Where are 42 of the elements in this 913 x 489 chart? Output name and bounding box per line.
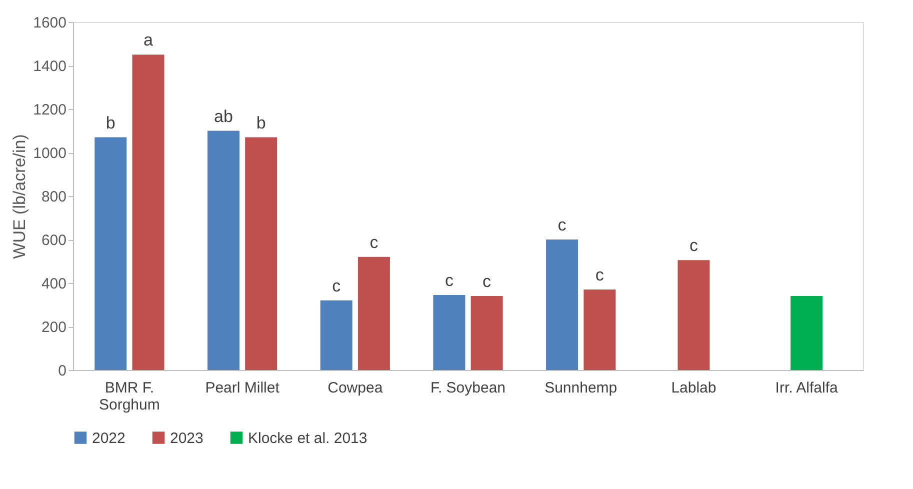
data-label: c (444, 270, 454, 290)
data-label: b (256, 113, 266, 132)
y-tick-label: 400 (41, 276, 66, 292)
legend-label: 2022 (92, 430, 126, 447)
x-tick-label: BMR F. Sorghum (98, 380, 160, 414)
data-label: c (558, 216, 567, 234)
data-label: c (595, 266, 604, 285)
data-label: b (106, 113, 116, 132)
bar (245, 137, 278, 370)
data-label: c (332, 276, 342, 296)
bar (790, 296, 823, 370)
bar (132, 54, 164, 370)
data-label: a (144, 30, 154, 50)
x-tick-label: F. Soybean (430, 380, 506, 396)
y-tick-label: 1200 (33, 102, 66, 118)
y-tick-label: 600 (41, 232, 66, 249)
legend-label: Klocke et al. 2013 (248, 430, 368, 447)
bar (470, 296, 503, 370)
y-tick-label: 1600 (33, 14, 66, 32)
y-tick-label: 1000 (33, 145, 66, 162)
bar (320, 300, 352, 370)
data-label: c (482, 272, 492, 292)
x-tick-label: Pearl Millet (205, 380, 280, 396)
bar (207, 130, 240, 370)
y-axis-title: WUE (lb/acre/in) (10, 134, 30, 259)
bar (584, 290, 616, 370)
y-tick-label: 0 (58, 362, 66, 380)
bar (433, 294, 466, 370)
legend-label: 2023 (170, 430, 204, 447)
bar (546, 240, 578, 370)
y-tick-label: 1400 (33, 58, 66, 75)
x-tick-label: Sunnhemp (544, 380, 618, 396)
bar (358, 256, 390, 370)
x-tick-label: Irr. Alfalfa (775, 380, 838, 396)
data-label: ab (214, 106, 233, 126)
y-tick-label: 200 (41, 319, 66, 336)
x-tick-label: Cowpea (328, 380, 384, 396)
data-label: c (689, 236, 698, 256)
bar (94, 137, 127, 370)
x-tick-label: Lablab (671, 380, 716, 396)
y-tick-label: 800 (41, 188, 66, 206)
data-label: c (370, 232, 379, 252)
